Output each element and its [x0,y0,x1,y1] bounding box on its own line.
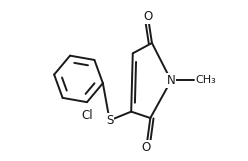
Text: O: O [142,141,151,154]
Text: CH₃: CH₃ [195,76,216,85]
Text: Cl: Cl [81,109,93,122]
Text: O: O [143,10,153,23]
Text: S: S [106,114,113,127]
Text: N: N [167,74,176,87]
